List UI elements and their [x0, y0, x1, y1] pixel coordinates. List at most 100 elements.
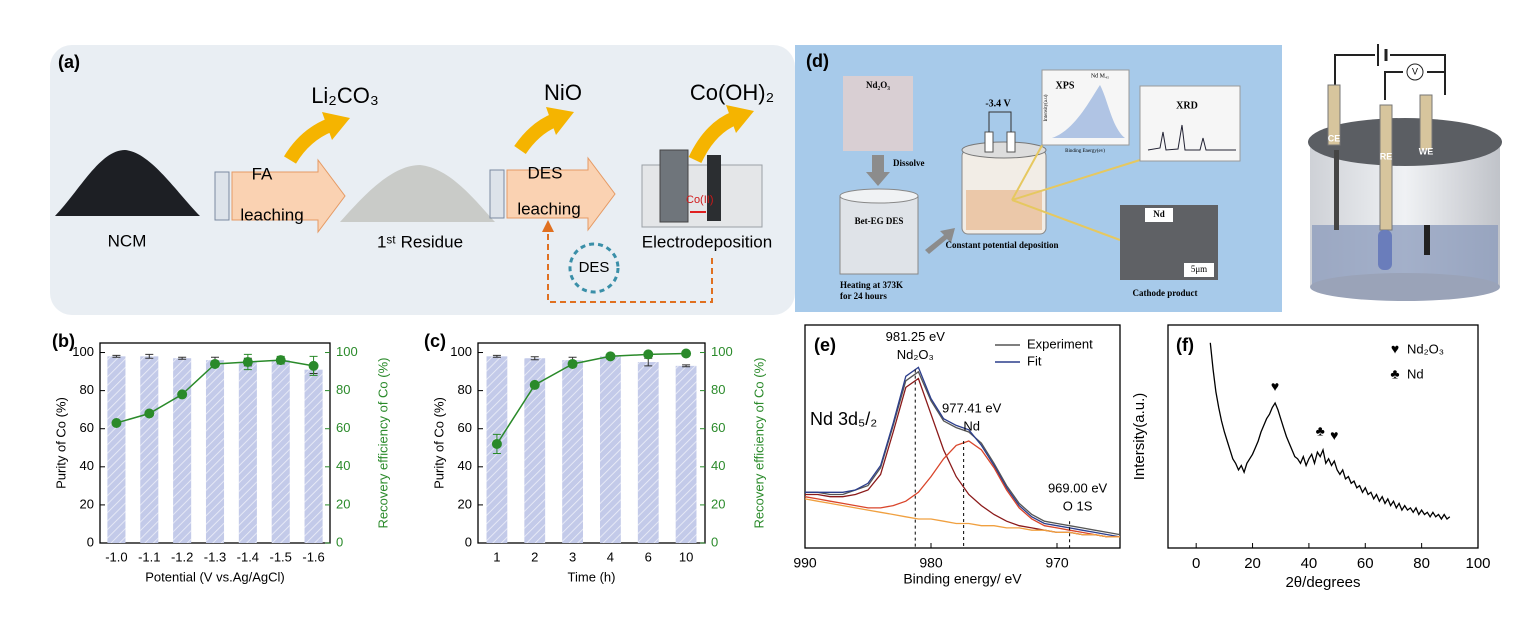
electrode [1379, 104, 1393, 231]
inset-label: Nd M₄₅ [1091, 73, 1109, 79]
error-bar [530, 356, 539, 361]
product-label: Co(OH)₂ [690, 80, 774, 105]
inset-title: XRD [1176, 100, 1198, 111]
electrolyte [966, 190, 1042, 230]
y2-axis-label: Recovery efficiency of Co (%) [751, 358, 766, 529]
panel-a: (a) NCM FA leaching Li₂CO₃ 1ˢᵗ Residue D… [50, 45, 795, 315]
y2-tick-label: 0 [336, 534, 343, 549]
line-marker [529, 379, 540, 390]
scale-bar-box [1184, 263, 1214, 277]
x-tick-label: 20 [1244, 555, 1261, 572]
x-tick-label: 1 [493, 549, 500, 564]
error-bar [112, 354, 121, 358]
inset-axis-label: Intensity(a.u) [1044, 94, 1049, 121]
y-axis-label: Purity of Co (%) [53, 397, 68, 489]
recycle-arrow-head [542, 220, 554, 232]
recycle-loop [568, 242, 620, 294]
legend-label: Experiment [1027, 336, 1093, 351]
yield-arrow [688, 111, 738, 164]
y-tick-label: 40 [80, 458, 94, 473]
bar-hatch [140, 356, 159, 543]
process-label: leaching [240, 205, 303, 224]
feed-label: NCM [108, 231, 147, 250]
bar-hatch [238, 362, 257, 543]
circuit [1334, 54, 1446, 125]
yield-arrow-head [546, 107, 574, 135]
line-marker [605, 351, 616, 362]
line-marker [491, 438, 502, 449]
bar-hatch [562, 360, 583, 543]
ion-label: Co(II) [686, 194, 714, 206]
y2-tick-label: 0 [711, 534, 718, 549]
residue-pile [340, 165, 495, 222]
bar-hatch [173, 358, 192, 543]
bar-hatch [304, 369, 323, 543]
cell-lid [1308, 118, 1502, 166]
xps-curve [1052, 85, 1125, 138]
reference-tip [1378, 230, 1392, 270]
bar-hatch [675, 365, 697, 543]
x-tick-label: -1.0 [105, 549, 127, 564]
electrode-label: CE [1328, 133, 1341, 143]
series-line [805, 366, 1121, 538]
powder-image [843, 76, 913, 151]
x-axis-label: 2θ/degrees [1285, 574, 1360, 591]
error-bar [492, 354, 501, 358]
powder-label: Nd₂O₃ [866, 80, 890, 90]
process-label: leaching [517, 199, 580, 218]
electrode-label: WE [1419, 146, 1434, 156]
x-axis-label: Time (h) [568, 569, 616, 584]
bar-hatch [637, 362, 659, 543]
voltmeter-label: V [1412, 66, 1418, 76]
y2-tick-label: 100 [336, 344, 358, 359]
x-tick-label: 40 [1301, 555, 1318, 572]
peak-marker: ♥ [1330, 427, 1338, 443]
error-bar [682, 364, 691, 368]
plot-frame [1167, 324, 1479, 549]
x-tick-label: 0 [1192, 555, 1200, 572]
y-tick-label: 20 [458, 496, 472, 511]
recycle-label: DES [579, 259, 610, 276]
bar-hatch [600, 356, 621, 543]
bar-hatch [205, 360, 225, 543]
reagent-label: FA [252, 164, 273, 183]
product-label: Li₂CO₃ [311, 83, 379, 108]
legend-symbol: ♥ [1391, 341, 1399, 357]
connector [1011, 139, 1141, 241]
y-tick-label: 60 [458, 420, 472, 435]
plot-frame [477, 342, 706, 544]
panel-label: (e) [814, 335, 836, 355]
sem-label: Nd [1153, 209, 1165, 219]
product-label: NiO [544, 80, 582, 105]
anode [659, 149, 689, 223]
line-marker [177, 389, 188, 400]
series-line [804, 440, 1120, 538]
ncm-pile [55, 150, 200, 216]
product-label: Cathode product [1132, 288, 1197, 298]
plot-frame [804, 324, 1121, 549]
counter-rod [1334, 150, 1339, 230]
x-tick-label: 990 [793, 555, 817, 571]
x-tick-label: -1.3 [204, 549, 226, 564]
step-label: Constant potential deposition [945, 240, 1058, 250]
panel-d: (d) Nd₂O₃ Dissolve Bet-EG DES Heating at… [795, 45, 1282, 312]
cathode [707, 155, 721, 221]
line-marker [242, 357, 253, 368]
y-tick-label: 100 [450, 344, 472, 359]
line-marker [308, 360, 319, 371]
working-tip [1424, 225, 1430, 255]
y-axis-label: Intersity(a.u.) [1131, 393, 1148, 481]
x-tick-label: -1.5 [270, 549, 292, 564]
x-tick-label: -1.2 [171, 549, 193, 564]
line-marker [681, 348, 692, 359]
yield-arrow [283, 118, 333, 164]
peak-marker: ♥ [1271, 378, 1279, 394]
electrode [984, 131, 994, 153]
y-tick-label: 20 [80, 496, 94, 511]
residue-label: 1ˢᵗ Residue [377, 232, 463, 251]
cell-lid [961, 141, 1047, 159]
annotation-label: 977.41 eV [942, 400, 1002, 415]
series-line [496, 352, 687, 445]
line-marker [643, 349, 654, 360]
